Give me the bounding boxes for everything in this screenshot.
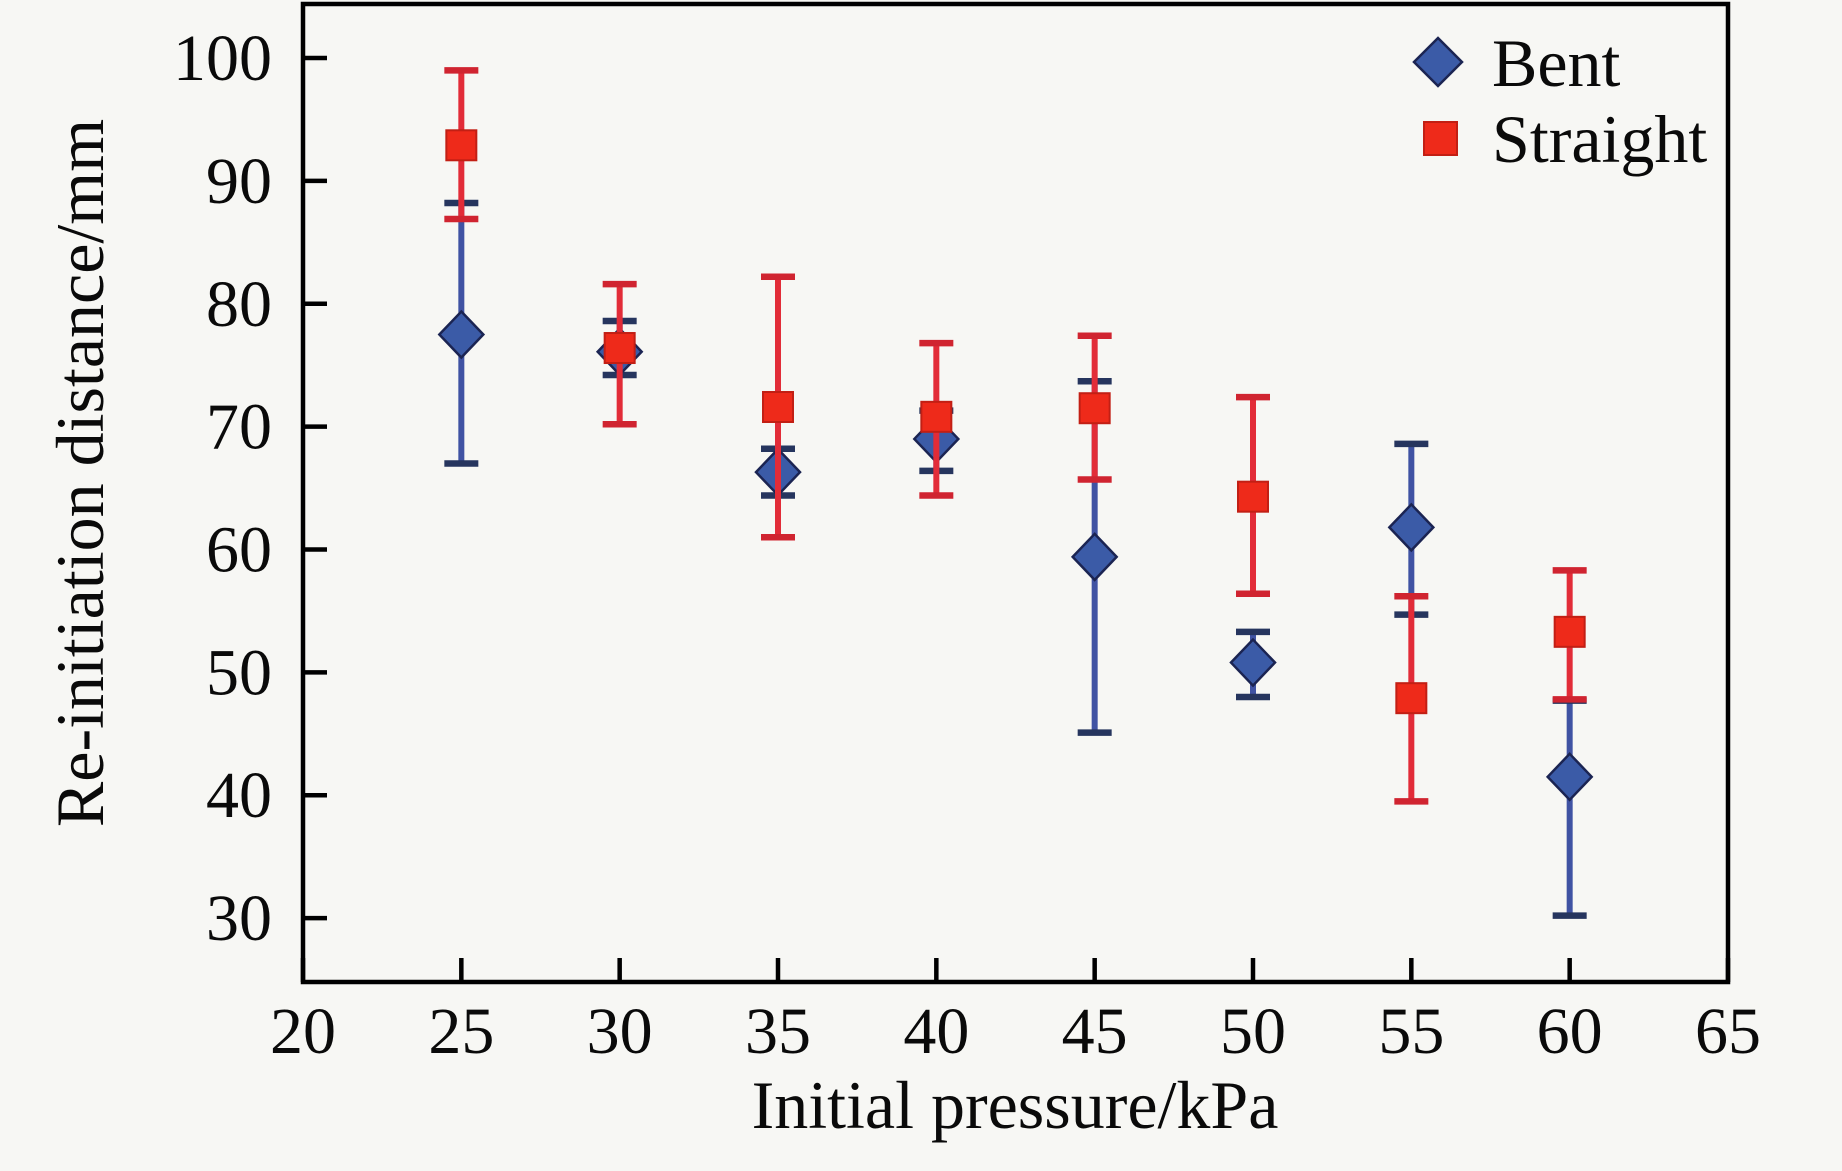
legend: Bent Straight [1412, 25, 1707, 177]
x-tick-label-45: 45 [1062, 995, 1128, 1068]
plot-frame [300, 1, 1731, 985]
legend-label-straight: Straight [1492, 101, 1707, 177]
x-tick-label-35: 35 [745, 995, 811, 1068]
x-tick-label-40: 40 [903, 995, 969, 1068]
y-tick-label-30: 30 [206, 882, 272, 955]
bent-point-25 [437, 309, 486, 360]
bent-point-60 [1545, 752, 1594, 802]
x-axis-title: Initial pressure/kPa [752, 1067, 1279, 1143]
legend-marker-straight-square [1423, 121, 1458, 156]
straight-point-40 [920, 400, 953, 433]
straight-point-25 [445, 129, 478, 162]
legend-marker-bent-diamond [1412, 36, 1464, 88]
x-tick-label-65: 65 [1695, 995, 1761, 1068]
x-tick-label-20: 20 [270, 995, 336, 1068]
bent-point-50 [1229, 637, 1277, 688]
straight-point-45 [1078, 392, 1111, 425]
straight-point-60 [1553, 615, 1586, 648]
legend-label-bent: Bent [1492, 25, 1621, 101]
y-axis-title: Re-initiation distance/mm [42, 119, 118, 827]
x-tick-label-30: 30 [587, 995, 653, 1068]
straight-point-50 [1237, 480, 1269, 513]
straight-point-35 [762, 390, 794, 423]
y-tick-label-40: 40 [206, 759, 272, 832]
legend-markers [1412, 36, 1464, 156]
straight-point-30 [603, 332, 636, 365]
plot-area: 20 25 30 35 40 45 50 55 60 65 30 40 50 60 70 80 90 100 [173, 1, 1761, 1068]
x-tick-label-55: 55 [1378, 995, 1444, 1068]
y-tick-label-60: 60 [206, 514, 272, 587]
y-tick-label-70: 70 [206, 391, 272, 464]
y-tick-label-90: 90 [206, 145, 272, 218]
bent-point-55 [1387, 502, 1436, 553]
y-tick-label-100: 100 [173, 22, 272, 95]
x-tick-label-25: 25 [428, 995, 494, 1068]
straight-point-55 [1395, 682, 1428, 715]
y-tick-label-50: 50 [206, 636, 272, 709]
bent-point-45 [1070, 532, 1119, 582]
y-tick-label-80: 80 [206, 268, 272, 341]
x-tick-label-50: 50 [1220, 995, 1286, 1068]
x-tick-label-60: 60 [1537, 995, 1603, 1068]
